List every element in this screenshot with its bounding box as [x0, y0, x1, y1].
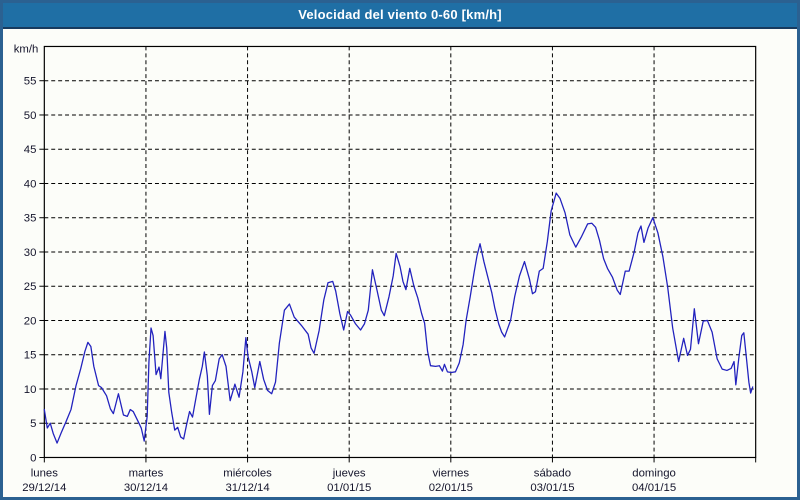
- y-axis-unit-label: km/h: [14, 43, 39, 55]
- x-tick-date-label: 02/01/15: [429, 482, 473, 494]
- plot-frame-and-ticks: [39, 45, 757, 463]
- x-tick-day-label: sábado: [534, 467, 571, 479]
- axis-labels: 0 5 10 15 20 25 30 35 40 45 50 55 km/h lunes 29/12/14 m…: [14, 43, 676, 494]
- y-tick-label: 10: [24, 384, 37, 396]
- y-tick-label: 20: [24, 315, 37, 327]
- plot-border: [43, 45, 757, 459]
- x-tick-day-label: miércoles: [223, 467, 272, 479]
- x-tick-date-label: 29/12/14: [22, 482, 66, 494]
- x-tick-date-label: 30/12/14: [124, 482, 168, 494]
- y-tick-label: 25: [24, 281, 37, 293]
- wind-speed-line: [43, 192, 754, 444]
- y-tick-label: 30: [24, 247, 37, 259]
- y-tick-label: 35: [24, 213, 37, 225]
- x-tick-day-label: domingo: [632, 467, 676, 479]
- x-tick-date-label: 31/12/14: [225, 482, 269, 494]
- x-tick-day-label: martes: [129, 467, 164, 479]
- x-tick-date-label: 04/01/15: [632, 482, 676, 494]
- y-tick-label: 5: [30, 418, 36, 430]
- wind-speed-kmh: [43, 192, 754, 444]
- gridlines: [44, 46, 756, 458]
- window-title-bar: Velocidad del viento 0-60 [km/h]: [3, 3, 797, 29]
- x-tick-date-label: 03/01/15: [530, 482, 574, 494]
- y-tick-label: 15: [24, 350, 37, 362]
- y-tick-label: 50: [24, 110, 37, 122]
- x-tick-day-label: lunes: [31, 467, 58, 479]
- x-tick-date-label: 01/01/15: [327, 482, 371, 494]
- y-tick-label: 55: [24, 76, 37, 88]
- x-tick-day-label: jueves: [332, 467, 366, 479]
- y-tick-label: 45: [24, 144, 37, 156]
- wind-speed-chart: 0 5 10 15 20 25 30 35 40 45 50 55 km/h lunes 29/12/14 m…: [14, 43, 757, 494]
- y-tick-label: 0: [30, 452, 36, 464]
- y-tick-label: 40: [24, 178, 37, 190]
- x-tick-day-label: viernes: [432, 467, 469, 479]
- window-title: Velocidad del viento 0-60 [km/h]: [298, 7, 502, 22]
